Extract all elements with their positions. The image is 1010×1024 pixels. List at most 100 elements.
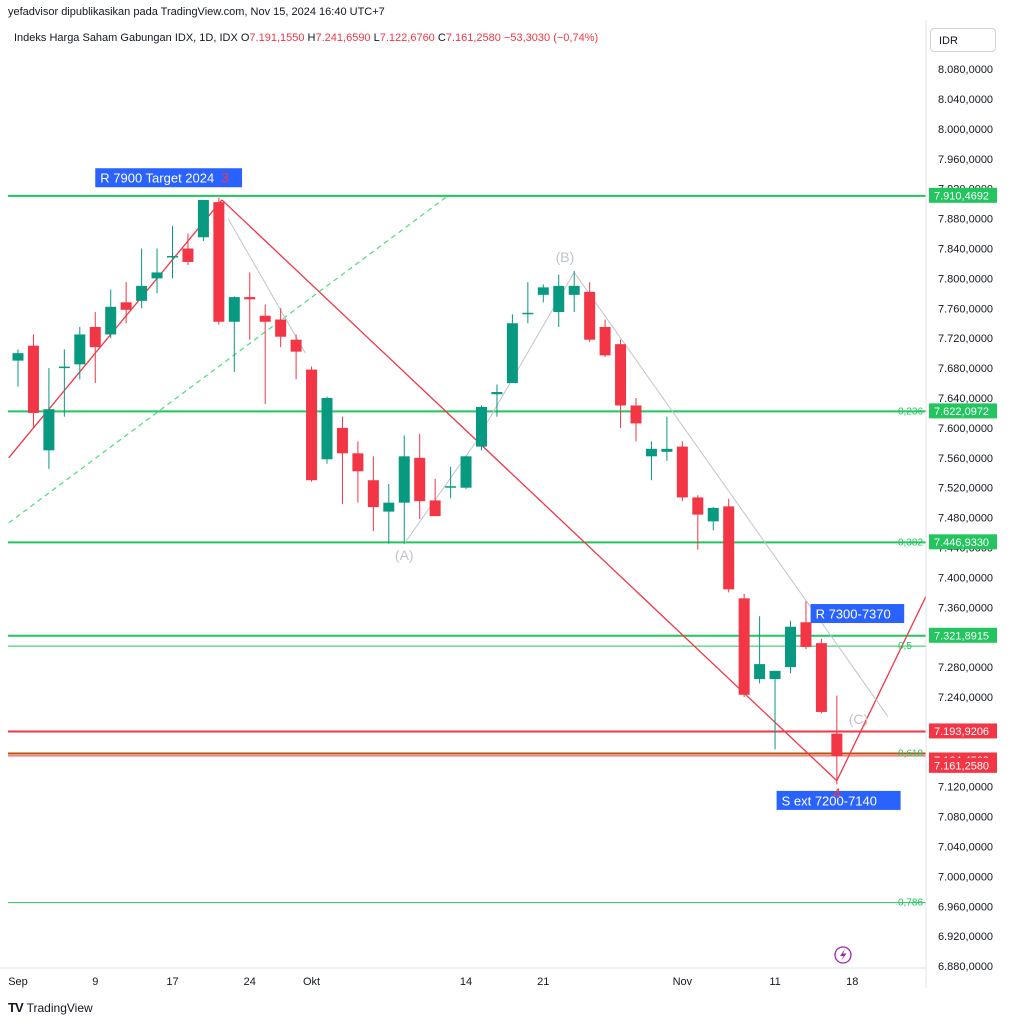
brand-name: TradingView (26, 1000, 93, 1015)
currency-button[interactable]: IDR (930, 28, 996, 52)
annotation-label: R 7900 Target 2024 (100, 171, 214, 186)
high-value: 7.241,6590 (315, 32, 371, 44)
candle-body (568, 285, 580, 295)
y-tick-label: 7.360,0000 (938, 602, 993, 614)
wave-line-down (221, 199, 838, 782)
fib-level-label: 0,618 (898, 748, 923, 759)
candle-body (213, 202, 225, 322)
candle-body (120, 302, 132, 310)
y-tick-label: 7.880,0000 (938, 214, 993, 226)
candle-body (306, 369, 318, 481)
candle-body (692, 497, 704, 515)
candle-body (615, 344, 627, 406)
candle-body (599, 326, 611, 356)
candle-body (43, 409, 55, 451)
fib-level-label: 0,5 (898, 641, 912, 652)
y-tick-label: 8.040,0000 (938, 94, 993, 106)
fib-level-label: 0,382 (898, 537, 923, 548)
candle-body (151, 272, 163, 279)
abc-line (573, 272, 889, 717)
close-label: C (437, 32, 446, 44)
y-tick-label: 7.240,0000 (938, 692, 993, 704)
y-tick-label: 7.280,0000 (938, 662, 993, 674)
candle-body (676, 446, 688, 498)
candle-body (769, 670, 781, 680)
low-label: L (373, 32, 380, 44)
y-tick-label: 7.080,0000 (938, 812, 993, 824)
candle-body (754, 664, 766, 680)
annotation-box (776, 790, 901, 810)
candle-body (244, 297, 256, 300)
annotation-box (95, 168, 243, 188)
x-tick-label: 18 (846, 976, 858, 988)
lightning-icon-bolt (840, 949, 847, 961)
candle-body (321, 398, 333, 460)
candle-body (167, 255, 178, 258)
y-tick-label: 7.760,0000 (938, 303, 993, 315)
tradingview-brand: TV TradingView (8, 1000, 93, 1015)
fib-level-label: 0,786 (898, 898, 923, 909)
candle-body (336, 427, 348, 454)
price-axis-tag-label: 7.910,4692 (934, 190, 989, 202)
publisher-byline: yefadvisor dipublikasikan pada TradingVi… (8, 6, 385, 18)
candle-body (460, 456, 472, 488)
price-axis-tag (929, 627, 997, 643)
close-value: 7.161,2580 (445, 32, 501, 44)
price-axis-tag (929, 187, 997, 203)
wave-line-target (836, 594, 926, 782)
candle-body (275, 319, 287, 337)
y-tick-label: 7.840,0000 (938, 244, 993, 256)
lightning-icon (834, 946, 852, 964)
candle-body (815, 643, 827, 712)
y-tick-label: 6.920,0000 (938, 931, 993, 943)
candle-body (491, 392, 503, 395)
y-tick-label: 7.680,0000 (938, 363, 993, 375)
candle-body (398, 456, 410, 503)
y-tick-label: 6.880,0000 (938, 961, 993, 973)
candle-body (74, 334, 86, 365)
y-tick-label: 7.400,0000 (938, 572, 993, 584)
tradingview-logo-icon: TV (8, 1000, 24, 1015)
price-axis-tag (929, 757, 997, 773)
wave-label: (C) (849, 711, 868, 727)
price-axis-tag-label: 7.161,2580 (934, 760, 989, 772)
y-tick-label: 7.000,0000 (938, 871, 993, 883)
abc-line (227, 218, 306, 354)
price-axis-tag-label: 7.622,0972 (934, 406, 989, 418)
candle-body (831, 733, 843, 757)
price-axis-tag-label: 7.321,8915 (934, 630, 989, 642)
x-tick-label: 21 (537, 976, 549, 988)
y-tick-label: 8.000,0000 (938, 124, 993, 136)
y-tick-label: 7.560,0000 (938, 453, 993, 465)
candle-body (414, 457, 426, 502)
candle-body (645, 448, 657, 457)
y-tick-label: 7.600,0000 (938, 423, 993, 435)
annotation-label: S ext 7200-7140 (782, 793, 877, 808)
annotation-label: R 7300-7370 (816, 607, 891, 622)
candle-body (785, 626, 796, 668)
y-tick-label: 7.520,0000 (938, 483, 993, 495)
candle-body (661, 448, 673, 452)
price-axis-tag (929, 534, 997, 550)
symbol-name: Indeks Harga Saham Gabungan IDX, 1D, IDX (14, 32, 238, 44)
wave-label: 4 (833, 785, 841, 801)
x-tick-label: 11 (769, 976, 780, 988)
x-tick-label: Okt (303, 976, 320, 988)
candle-body (228, 297, 240, 322)
wave-label: (B) (556, 249, 575, 265)
y-tick-label: 7.120,0000 (938, 782, 993, 794)
candle-body (89, 326, 101, 348)
candle-body (383, 502, 395, 512)
candle-body (429, 500, 441, 517)
candle-body (723, 506, 735, 590)
candle-body (553, 285, 565, 313)
candle-body (800, 622, 812, 647)
candle-body (367, 480, 379, 508)
y-tick-label: 7.720,0000 (938, 333, 993, 345)
candle-body (584, 291, 596, 340)
candle-body (522, 312, 534, 315)
x-tick-label: Sep (8, 976, 28, 988)
y-tick-label: 7.040,0000 (938, 842, 993, 854)
candle-body (707, 507, 719, 522)
